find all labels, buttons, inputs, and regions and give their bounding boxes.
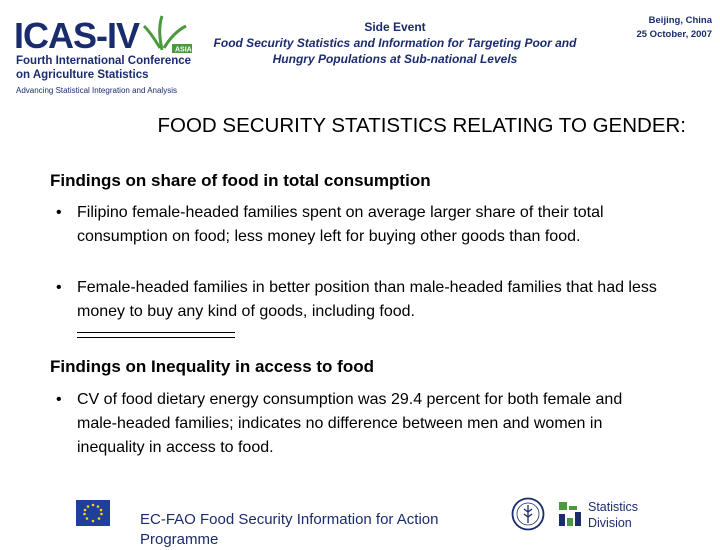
- side-event-title: Food Security Statistics and Information…: [213, 36, 577, 66]
- bullet-marker: •: [56, 279, 62, 296]
- icas-logo: ICAS-IV ASIA: [14, 15, 192, 54]
- logo-text: ICAS-IV: [14, 15, 140, 54]
- bullet-marker: •: [56, 204, 62, 221]
- place-date: Beijing, China 25 October, 2007: [608, 14, 712, 42]
- statistics-division-label: Statistics Division: [588, 500, 639, 530]
- svg-text:ASIA: ASIA: [175, 47, 192, 54]
- bullet-text: CV of food dietary energy consumption wa…: [77, 391, 623, 456]
- slide-title: FOOD SECURITY STATISTICS RELATING TO GEN…: [157, 114, 686, 137]
- conference-name-line1: Fourth International Conference: [16, 55, 192, 67]
- event-place: Beijing, China: [648, 15, 712, 26]
- bullet-text: Female-headed families in better positio…: [77, 279, 657, 320]
- logo-badge: [172, 44, 192, 53]
- section-heading-share-of-food: Findings on share of food in total consu…: [50, 171, 431, 190]
- section-divider: [77, 332, 235, 338]
- fao-logo-icon: [511, 497, 545, 531]
- footer-programme-name: EC-FAO Food Security Information for Act…: [140, 511, 439, 548]
- event-date: 25 October, 2007: [636, 29, 712, 40]
- conference-name-line2: on Agriculture Statistics: [16, 69, 149, 81]
- bullet-text: Filipino female-headed families spent on…: [77, 204, 604, 245]
- wheat-icon: [142, 15, 187, 51]
- section-heading-inequality: Findings on Inequality in access to food: [50, 357, 374, 376]
- statistics-division-icon: [559, 502, 581, 526]
- side-event-header: Side Event Food Security Statistics and …: [195, 19, 595, 67]
- bullet-marker: •: [56, 391, 62, 408]
- side-event-kicker: Side Event: [364, 20, 426, 34]
- eu-flag-icon: [76, 500, 110, 526]
- conference-tagline: Advancing Statistical Integration and An…: [16, 86, 177, 95]
